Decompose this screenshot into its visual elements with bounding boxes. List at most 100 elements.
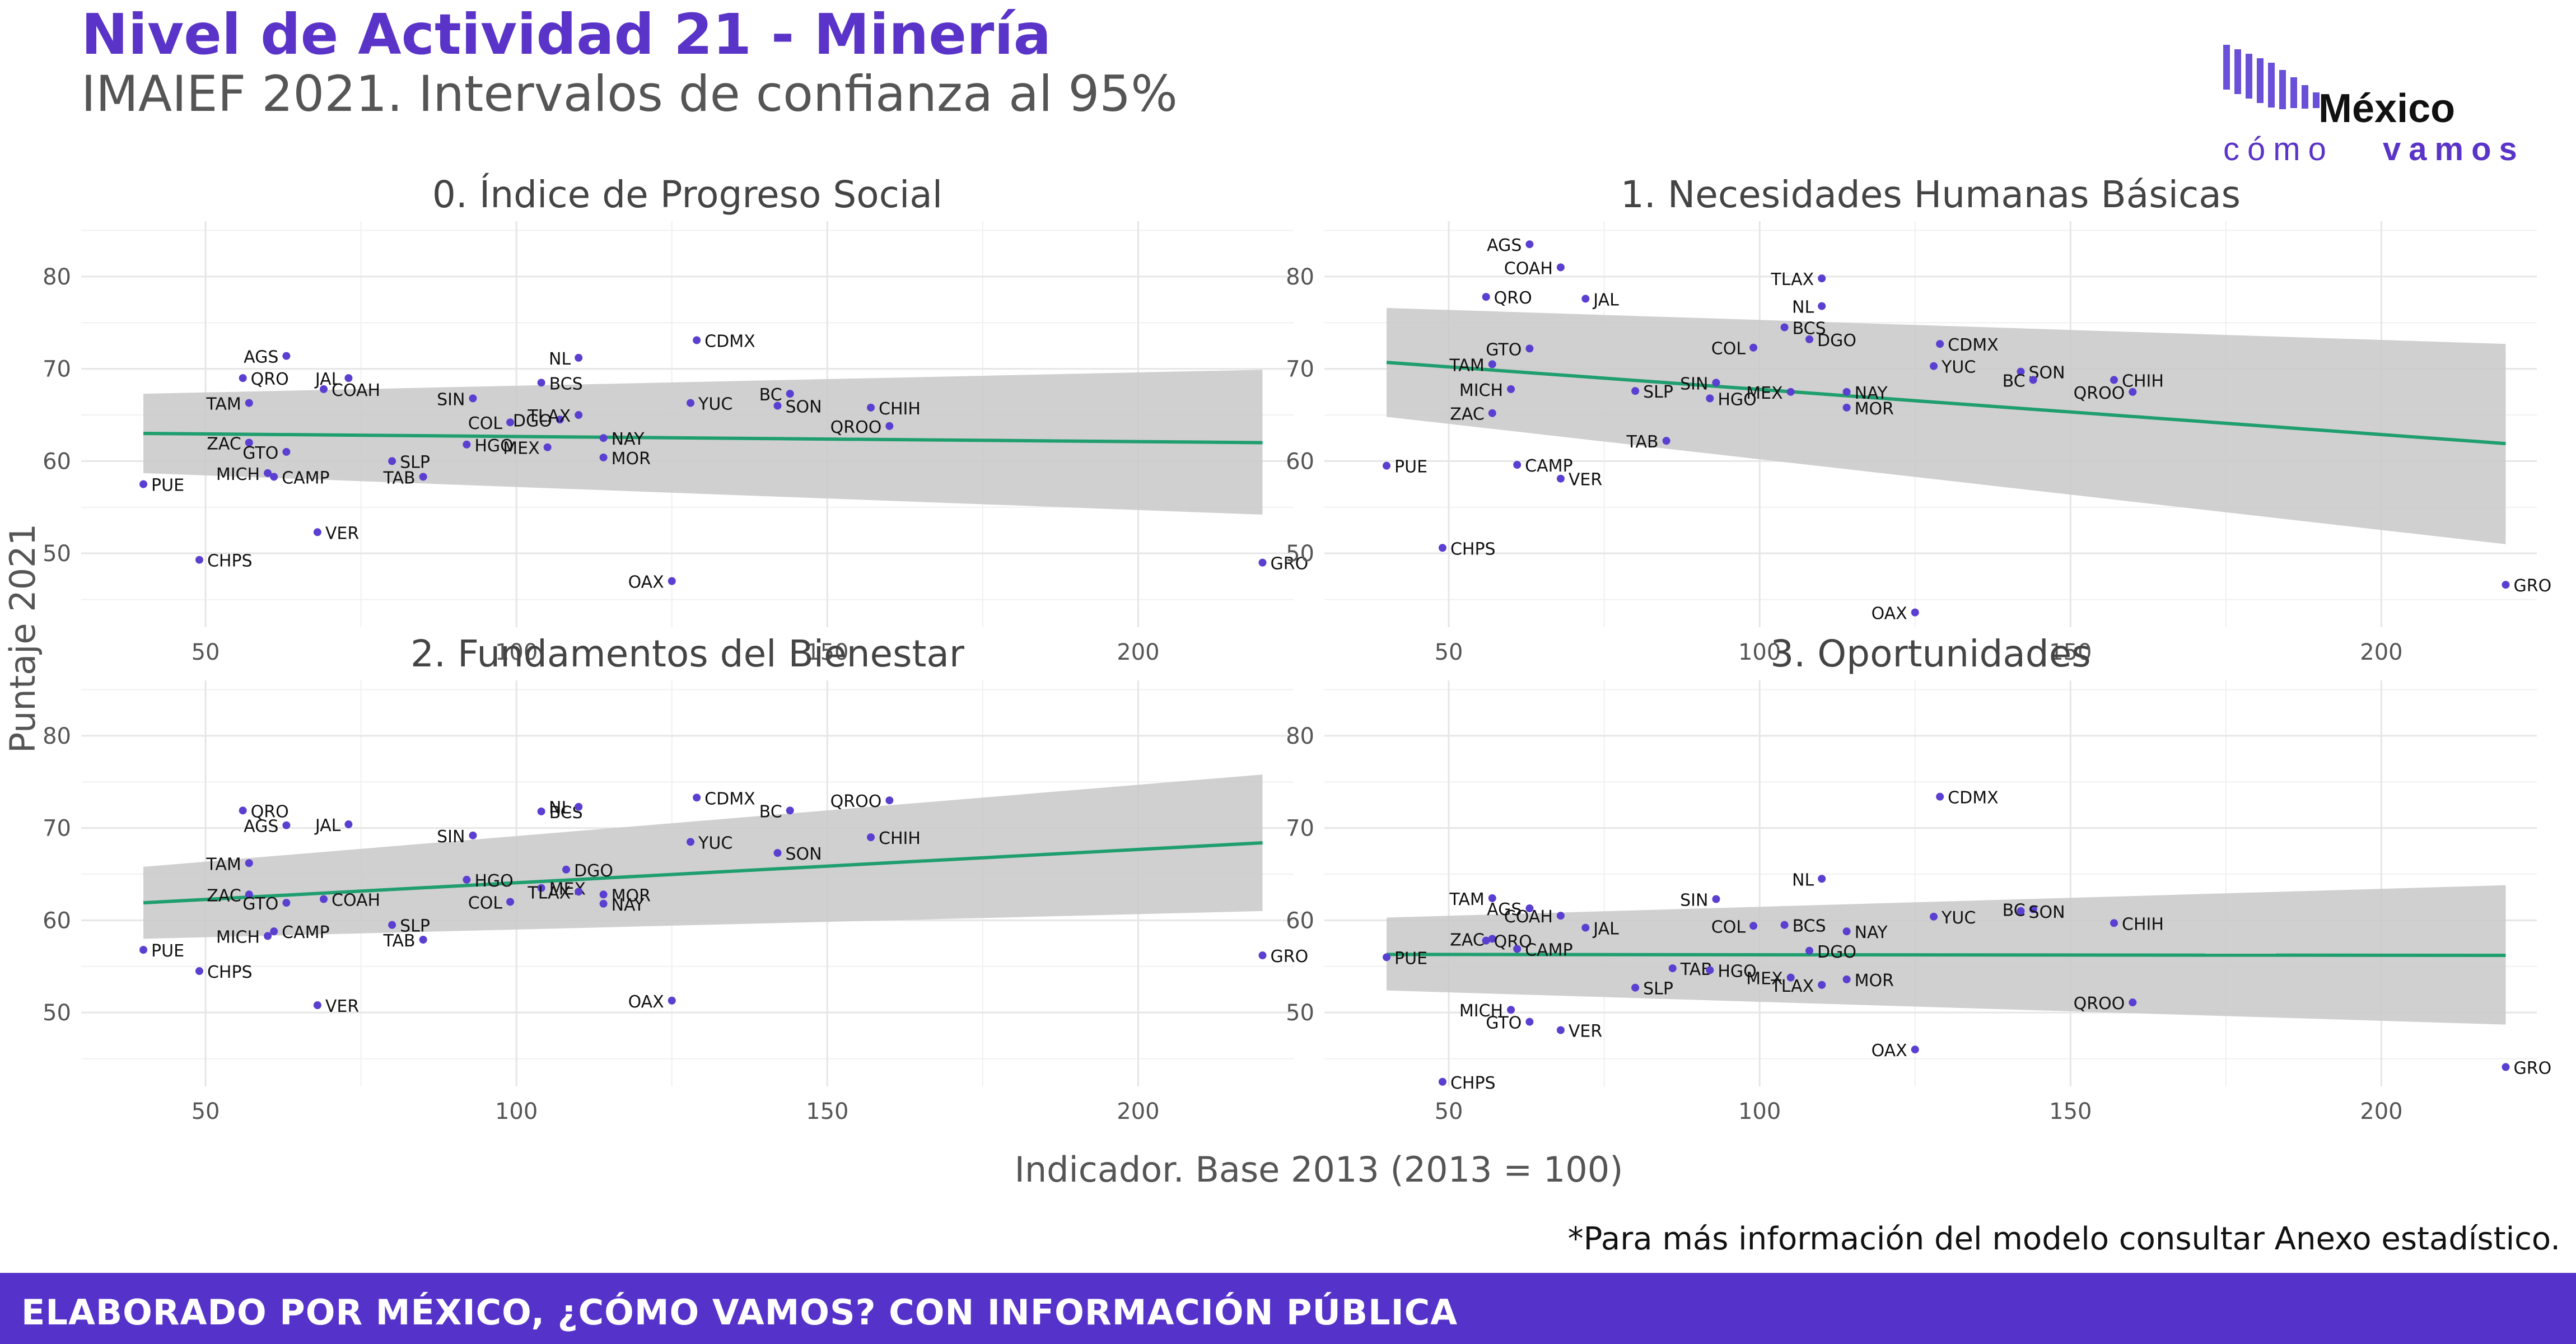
- data-point: [1712, 379, 1720, 387]
- point-label: TLAX: [527, 407, 571, 426]
- data-point: [2017, 907, 2025, 915]
- data-point: [419, 936, 427, 944]
- x-tick-label: 150: [2049, 1099, 2092, 1124]
- data-point: [1581, 923, 1590, 932]
- point-label: SON: [785, 844, 822, 864]
- page-title: Nivel de Actividad 21 - Minería: [81, 2, 1052, 67]
- data-point: [313, 1001, 321, 1009]
- point-label: SLP: [400, 452, 430, 472]
- logo-word-vamos: vamos: [2383, 131, 2525, 167]
- data-point: [195, 967, 203, 976]
- data-point: [1525, 344, 1534, 353]
- y-tick-label: 70: [43, 816, 71, 842]
- data-point: [1581, 295, 1590, 303]
- point-label: QROO: [830, 418, 882, 437]
- data-point: [1936, 340, 1944, 348]
- point-label: COL: [1711, 339, 1746, 359]
- point-label: GRO: [1270, 947, 1308, 967]
- x-tick-label: 100: [1738, 1099, 1781, 1124]
- point-label: HGO: [1718, 962, 1756, 981]
- point-label: YUC: [698, 833, 732, 853]
- data-point: [1513, 461, 1522, 469]
- point-label: COAH: [1504, 259, 1553, 278]
- data-point: [506, 898, 515, 906]
- x-tick-label: 200: [1117, 1099, 1159, 1124]
- point-label: QROO: [830, 792, 882, 811]
- point-label: QRO: [251, 370, 289, 389]
- point-label: TLAX: [1770, 270, 1814, 290]
- data-point: [1842, 388, 1851, 396]
- point-label: SON: [785, 398, 822, 417]
- point-label: GTO: [1486, 340, 1522, 360]
- data-point: [1930, 362, 1938, 370]
- data-point: [1911, 1046, 1919, 1054]
- data-point: [1631, 387, 1640, 395]
- point-label: PUE: [151, 941, 184, 961]
- point-label: TAB: [383, 931, 416, 951]
- mexico-como-vamos-logo: México cómo vamos: [2223, 45, 2525, 167]
- data-point: [388, 457, 396, 465]
- logo-bars-icon: [2223, 45, 2320, 109]
- data-point: [537, 379, 545, 387]
- facet-title: 1. Necesidades Humanas Básicas: [1621, 173, 2241, 216]
- point-label: VER: [325, 997, 359, 1016]
- data-point: [599, 434, 608, 442]
- facet-panel: 0. Índice de Progreso Social 50 60 70 80 50 10…: [43, 172, 1308, 665]
- data-point: [1383, 461, 1391, 470]
- facet-panel: 2. Fundamentos del Bienestar 50 60 70 80 50 10…: [43, 632, 1308, 1124]
- point-label: JAL: [1592, 290, 1619, 310]
- point-label: PUE: [1394, 949, 1427, 968]
- data-point: [1488, 360, 1496, 368]
- point-label: CAMP: [1525, 940, 1572, 960]
- point-label: TLAX: [527, 883, 571, 903]
- point-label: TAB: [1626, 432, 1659, 452]
- data-point: [1805, 335, 1813, 343]
- data-point: [264, 469, 272, 477]
- point-label: COL: [468, 414, 503, 433]
- point-label: OAX: [628, 573, 664, 592]
- data-point: [575, 353, 583, 362]
- data-point: [1749, 343, 1758, 352]
- x-tick-label: 150: [806, 640, 848, 665]
- x-tick-label: 200: [2360, 640, 2402, 665]
- data-point: [773, 849, 782, 857]
- point-label: BC: [759, 802, 782, 822]
- data-point: [388, 921, 396, 929]
- data-point: [2110, 376, 2118, 384]
- x-tick-label: 200: [1117, 640, 1159, 665]
- y-axis-title: Puntaje 2021: [2, 524, 43, 753]
- point-label: QROO: [2074, 384, 2125, 403]
- point-label: NL: [549, 799, 571, 818]
- data-point: [320, 385, 328, 393]
- data-point: [313, 528, 321, 536]
- point-label: MICH: [1459, 1001, 1503, 1021]
- data-point: [537, 807, 545, 815]
- point-label: GTO: [1486, 1014, 1522, 1033]
- point-label: BCS: [549, 374, 583, 394]
- point-label: SLP: [1643, 979, 1673, 999]
- point-label: AGS: [1487, 236, 1522, 255]
- facet-title: 0. Índice de Progreso Social: [432, 172, 942, 216]
- point-label: CHPS: [207, 552, 253, 571]
- trend-line: [1386, 361, 2506, 446]
- data-point: [1258, 558, 1267, 567]
- y-tick-label: 80: [1286, 264, 1314, 290]
- point-label: CHPS: [1450, 1074, 1496, 1093]
- x-tick-label: 50: [192, 1099, 220, 1124]
- data-point: [239, 374, 247, 382]
- logo-word-mexico: México: [2318, 86, 2455, 131]
- point-label: SON: [2028, 903, 2065, 922]
- data-point: [2129, 388, 2137, 396]
- logo-word-como: cómo: [2223, 131, 2334, 167]
- point-label: DGO: [574, 861, 613, 881]
- data-point: [575, 802, 583, 811]
- point-label: CAMP: [1525, 456, 1572, 476]
- y-tick-label: 80: [43, 264, 71, 290]
- point-label: MOR: [612, 886, 651, 906]
- point-label: QRO: [251, 802, 289, 822]
- data-point: [556, 416, 564, 424]
- point-label: GRO: [1270, 554, 1308, 574]
- data-point: [668, 996, 676, 1005]
- x-tick-label: 150: [806, 1099, 848, 1124]
